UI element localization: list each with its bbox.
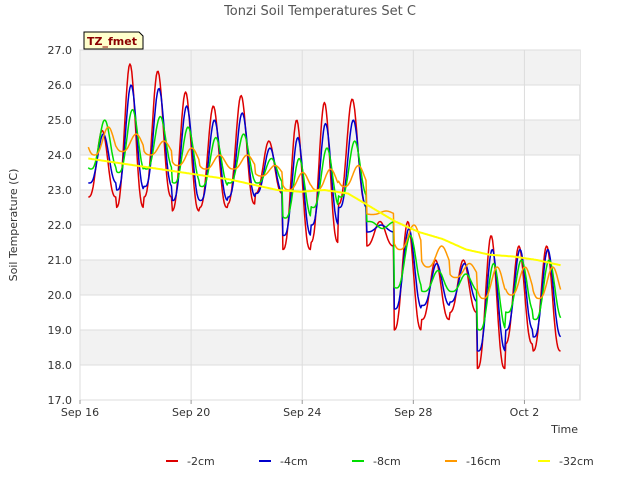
legend-label: -2cm — [187, 455, 215, 468]
y-tick-label: 22.0 — [48, 219, 73, 232]
chart-title: Tonzi Soil Temperatures Set C — [223, 4, 416, 19]
series-line-minus-2cm — [88, 63, 561, 370]
y-tick-label: 21.0 — [48, 254, 73, 267]
series-line-minus-32cm — [88, 157, 561, 267]
legend: -2cm -4cm -8cm -16cm -32cm — [166, 455, 594, 468]
legend-label: -32cm — [559, 455, 594, 468]
y-axis-label: Soil Temperature (C) — [7, 169, 20, 282]
x-tick-label: Sep 28 — [394, 406, 432, 419]
y-tick-label: 17.0 — [48, 394, 73, 407]
grid-band — [80, 330, 580, 365]
series-layer — [87, 63, 562, 370]
legend-label: -16cm — [466, 455, 501, 468]
legend-label: -4cm — [280, 455, 308, 468]
legend-label: -8cm — [373, 455, 401, 468]
y-tick-label: 18.0 — [48, 359, 73, 372]
y-tick-label: 26.0 — [48, 79, 73, 92]
y-tick-label: 20.0 — [48, 289, 73, 302]
y-tick-label: 25.0 — [48, 114, 73, 127]
grid-band — [80, 190, 580, 225]
site-badge: TZ_fmet — [83, 31, 144, 50]
x-tick-label: Sep 24 — [283, 406, 321, 419]
y-axis-ticks: 17.0 18.0 19.0 20.0 21.0 22.0 23.0 24.0 25.0 26.0… — [48, 44, 73, 407]
series-line-minus-8cm — [87, 108, 562, 331]
series-line-minus-16cm — [87, 126, 562, 300]
x-tick-label: Sep 16 — [61, 406, 99, 419]
grid-band — [80, 50, 580, 85]
y-tick-label: 24.0 — [48, 149, 73, 162]
y-tick-label: 19.0 — [48, 324, 73, 337]
x-axis-label: Time — [550, 423, 578, 436]
series-line-minus-4cm — [88, 84, 562, 352]
site-badge-box — [83, 31, 144, 50]
x-axis-ticks: Sep 16 Sep 20 Sep 24 Sep 28 Oct 2 — [61, 400, 539, 419]
x-tick-label: Sep 20 — [172, 406, 210, 419]
y-tick-label: 27.0 — [48, 44, 73, 57]
y-tick-label: 23.0 — [48, 184, 73, 197]
x-tick-label: Oct 2 — [510, 406, 540, 419]
site-badge-label: TZ_fmet — [87, 35, 137, 48]
